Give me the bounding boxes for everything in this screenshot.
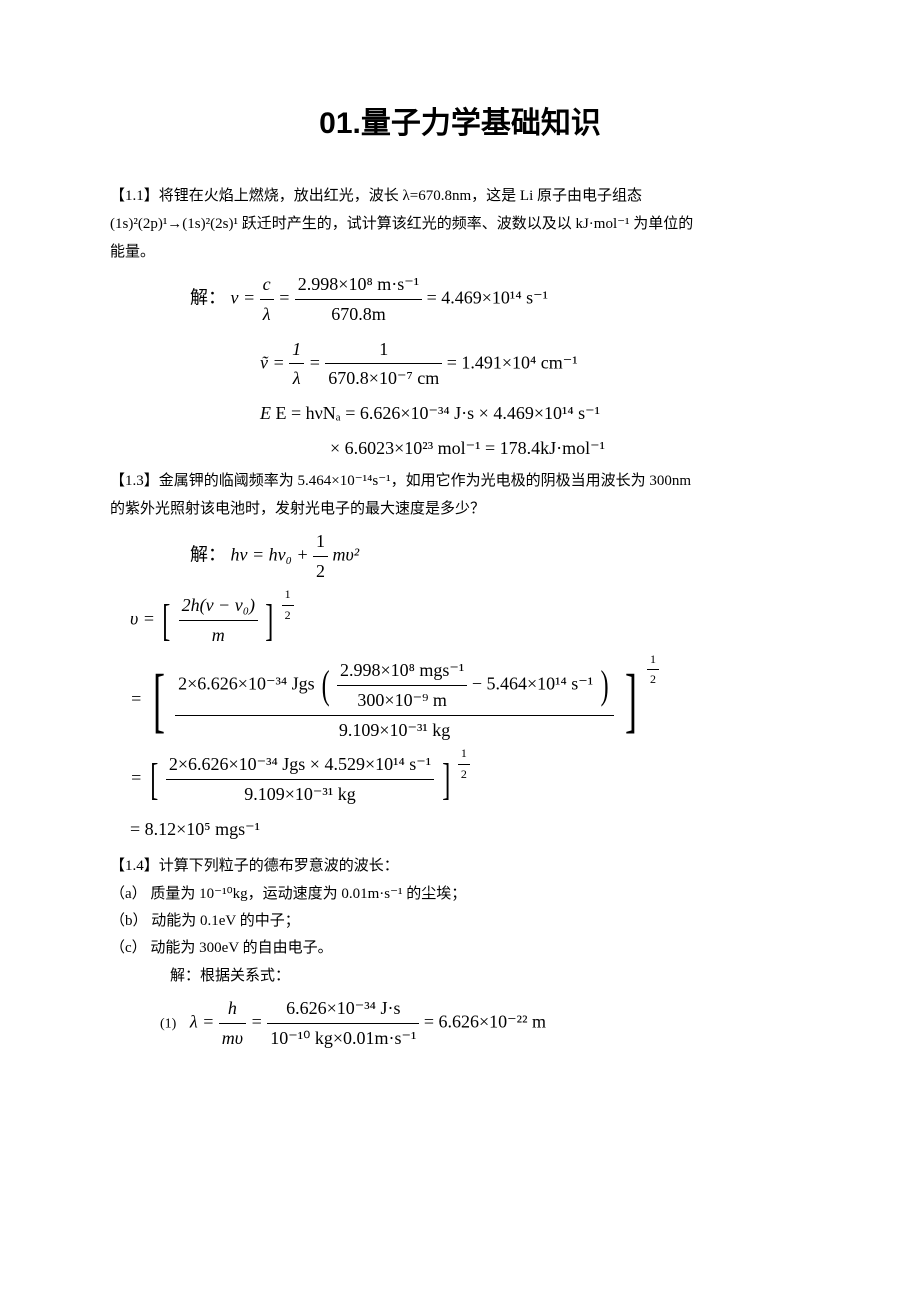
eq-text: =	[251, 1011, 268, 1031]
fraction: 2h(ν − ν₀) m	[179, 591, 258, 650]
numerator: 1	[313, 527, 328, 557]
right-bracket-icon: ]	[266, 599, 274, 643]
eq-text: λ =	[190, 1011, 219, 1031]
numerator: 2h(ν − ν₀)	[179, 591, 258, 621]
right-bracket-icon: ]	[625, 664, 637, 736]
solution-1-1-line1: 解： ν = c λ = 2.998×10⁸ m·s⁻¹ 670.8m = 4.…	[110, 270, 810, 329]
fraction: 2×6.626×10⁻³⁴ Jgs ( 2.998×10⁸ mgs⁻¹ 300×…	[175, 656, 614, 744]
fraction: c λ	[260, 270, 274, 329]
denominator: 2	[647, 670, 659, 689]
eq-text: ν =	[231, 287, 260, 307]
solve-label: 解：	[190, 287, 226, 307]
solution-1-1-line2: ṽ = 1 λ = 1 670.8×10⁻⁷ cm = 1.491×10⁴ cm…	[110, 335, 810, 394]
problem-1-1-line2: (1s)²(2p)¹→(1s)²(2s)¹ 跃迁时产生的，试计算该红光的频率、波…	[110, 212, 810, 236]
problem-1-1-line1: 【1.1】将锂在火焰上燃烧，放出红光，波长 λ=670.8nm，这是 Li 原子…	[110, 184, 810, 208]
fraction: 6.626×10⁻³⁴ J·s 10⁻¹⁰ kg×0.01m·s⁻¹	[267, 994, 419, 1053]
solution-1-3-line2: υ = [ 2h(ν − ν₀) m ] 1 2	[110, 591, 810, 650]
fraction: 2×6.626×10⁻³⁴ Jgs × 4.529×10¹⁴ s⁻¹ 9.109…	[166, 750, 434, 809]
eq-text: mυ²	[333, 544, 360, 564]
left-paren-icon: (	[322, 665, 330, 705]
eq-result: = 1.491×10⁴ cm⁻¹	[447, 352, 578, 372]
problem-1-4-item-a: （a） 质量为 10⁻¹⁰kg，运动速度为 0.01m·s⁻¹ 的尘埃；	[110, 882, 810, 906]
solution-1-4-eq: (1) λ = h mυ = 6.626×10⁻³⁴ J·s 10⁻¹⁰ kg×…	[110, 994, 810, 1053]
exponent-half: 1 2	[282, 585, 294, 624]
solution-1-1-line4: × 6.6023×10²³ mol⁻¹ = 178.4kJ·mol⁻¹	[110, 434, 810, 463]
eq-text: hν = hν₀ +	[231, 544, 314, 564]
denominator: 670.8m	[295, 300, 422, 329]
numerator: h	[219, 994, 246, 1024]
denominator: mυ	[219, 1024, 246, 1053]
inner-fraction: 2.998×10⁸ mgs⁻¹ 300×10⁻⁹ m	[337, 656, 467, 715]
eq-text: =	[130, 688, 147, 708]
fraction: 2.998×10⁸ m·s⁻¹ 670.8m	[295, 270, 422, 329]
numerator: 1	[458, 744, 470, 764]
denominator: 9.109×10⁻³¹ kg	[175, 716, 614, 745]
numerator: 1	[289, 335, 304, 365]
numerator: 1	[325, 335, 442, 365]
numerator: c	[260, 270, 274, 300]
solution-1-3-line5: = 8.12×10⁵ mgs⁻¹	[110, 815, 810, 844]
problem-1-4-item-b: （b） 动能为 0.1eV 的中子；	[110, 909, 810, 933]
denominator: λ	[260, 300, 274, 329]
eq-label: (1)	[160, 1016, 176, 1031]
solution-1-1-line3: E E = hνNₐ = 6.626×10⁻³⁴ J·s × 4.469×10¹…	[110, 399, 810, 428]
fraction: 1 λ	[289, 335, 304, 394]
numerator: 2×6.626×10⁻³⁴ Jgs ( 2.998×10⁸ mgs⁻¹ 300×…	[175, 656, 614, 716]
problem-1-3-line2: 的紫外光照射该电池时，发射光电子的最大速度是多少？	[110, 497, 810, 521]
eq-text: =	[278, 287, 295, 307]
denominator: 2	[458, 765, 470, 784]
solution-1-4-intro: 解：根据关系式：	[110, 964, 810, 988]
solution-1-3-line1: 解： hν = hν₀ + 1 2 mυ²	[110, 527, 810, 586]
denominator: m	[179, 621, 258, 650]
numerator: 6.626×10⁻³⁴ J·s	[267, 994, 419, 1024]
denominator: 2	[282, 606, 294, 625]
solve-label: 解：	[190, 544, 226, 564]
denominator: 10⁻¹⁰ kg×0.01m·s⁻¹	[267, 1024, 419, 1053]
eq-text: =	[130, 768, 147, 788]
left-bracket-icon: [	[163, 599, 171, 643]
page-title: 01.量子力学基础知识	[110, 100, 810, 148]
numerator: 2.998×10⁸ mgs⁻¹	[337, 656, 467, 686]
denominator: 9.109×10⁻³¹ kg	[166, 780, 434, 809]
solution-1-3-line3: = [ 2×6.626×10⁻³⁴ Jgs ( 2.998×10⁸ mgs⁻¹ …	[110, 656, 810, 744]
denominator: 2	[313, 557, 328, 586]
denominator: 670.8×10⁻⁷ cm	[325, 364, 442, 393]
problem-1-3-line1: 【1.3】金属钾的临阈频率为 5.464×10⁻¹⁴s⁻¹，如用它作为光电极的阴…	[110, 469, 810, 493]
eq-lhs: υ =	[130, 609, 159, 629]
solution-1-3-line4: = [ 2×6.626×10⁻³⁴ Jgs × 4.529×10¹⁴ s⁻¹ 9…	[110, 750, 810, 809]
numerator: 2.998×10⁸ m·s⁻¹	[295, 270, 422, 300]
fraction: h mυ	[219, 994, 246, 1053]
numerator: 1	[282, 585, 294, 605]
right-bracket-icon: ]	[442, 758, 450, 802]
denominator: λ	[289, 364, 304, 393]
fraction: 1 670.8×10⁻⁷ cm	[325, 335, 442, 394]
left-bracket-icon: [	[150, 758, 158, 802]
eq-text: ṽ =	[260, 352, 289, 372]
denominator: 300×10⁻⁹ m	[337, 686, 467, 715]
eq-result: = 6.626×10⁻²² m	[424, 1011, 546, 1031]
num-part-a: 2×6.626×10⁻³⁴ Jgs	[178, 673, 315, 693]
numerator: 2×6.626×10⁻³⁴ Jgs × 4.529×10¹⁴ s⁻¹	[166, 750, 434, 780]
numerator: 1	[647, 650, 659, 670]
eq-result: = 4.469×10¹⁴ s⁻¹	[427, 287, 548, 307]
num-part-b: − 5.464×10¹⁴ s⁻¹	[472, 673, 593, 693]
exponent-half: 1 2	[458, 744, 470, 783]
left-bracket-icon: [	[153, 664, 165, 736]
problem-1-4-line1: 【1.4】计算下列粒子的德布罗意波的波长：	[110, 854, 810, 878]
exponent-half: 1 2	[647, 650, 659, 689]
eq-text: =	[309, 352, 326, 372]
fraction: 1 2	[313, 527, 328, 586]
eq-text: E = hνNₐ = 6.626×10⁻³⁴ J·s × 4.469×10¹⁴ …	[276, 403, 601, 423]
problem-1-4-item-c: （c） 动能为 300eV 的自由电子。	[110, 936, 810, 960]
right-paren-icon: )	[600, 665, 608, 705]
problem-1-1-line3: 能量。	[110, 240, 810, 264]
